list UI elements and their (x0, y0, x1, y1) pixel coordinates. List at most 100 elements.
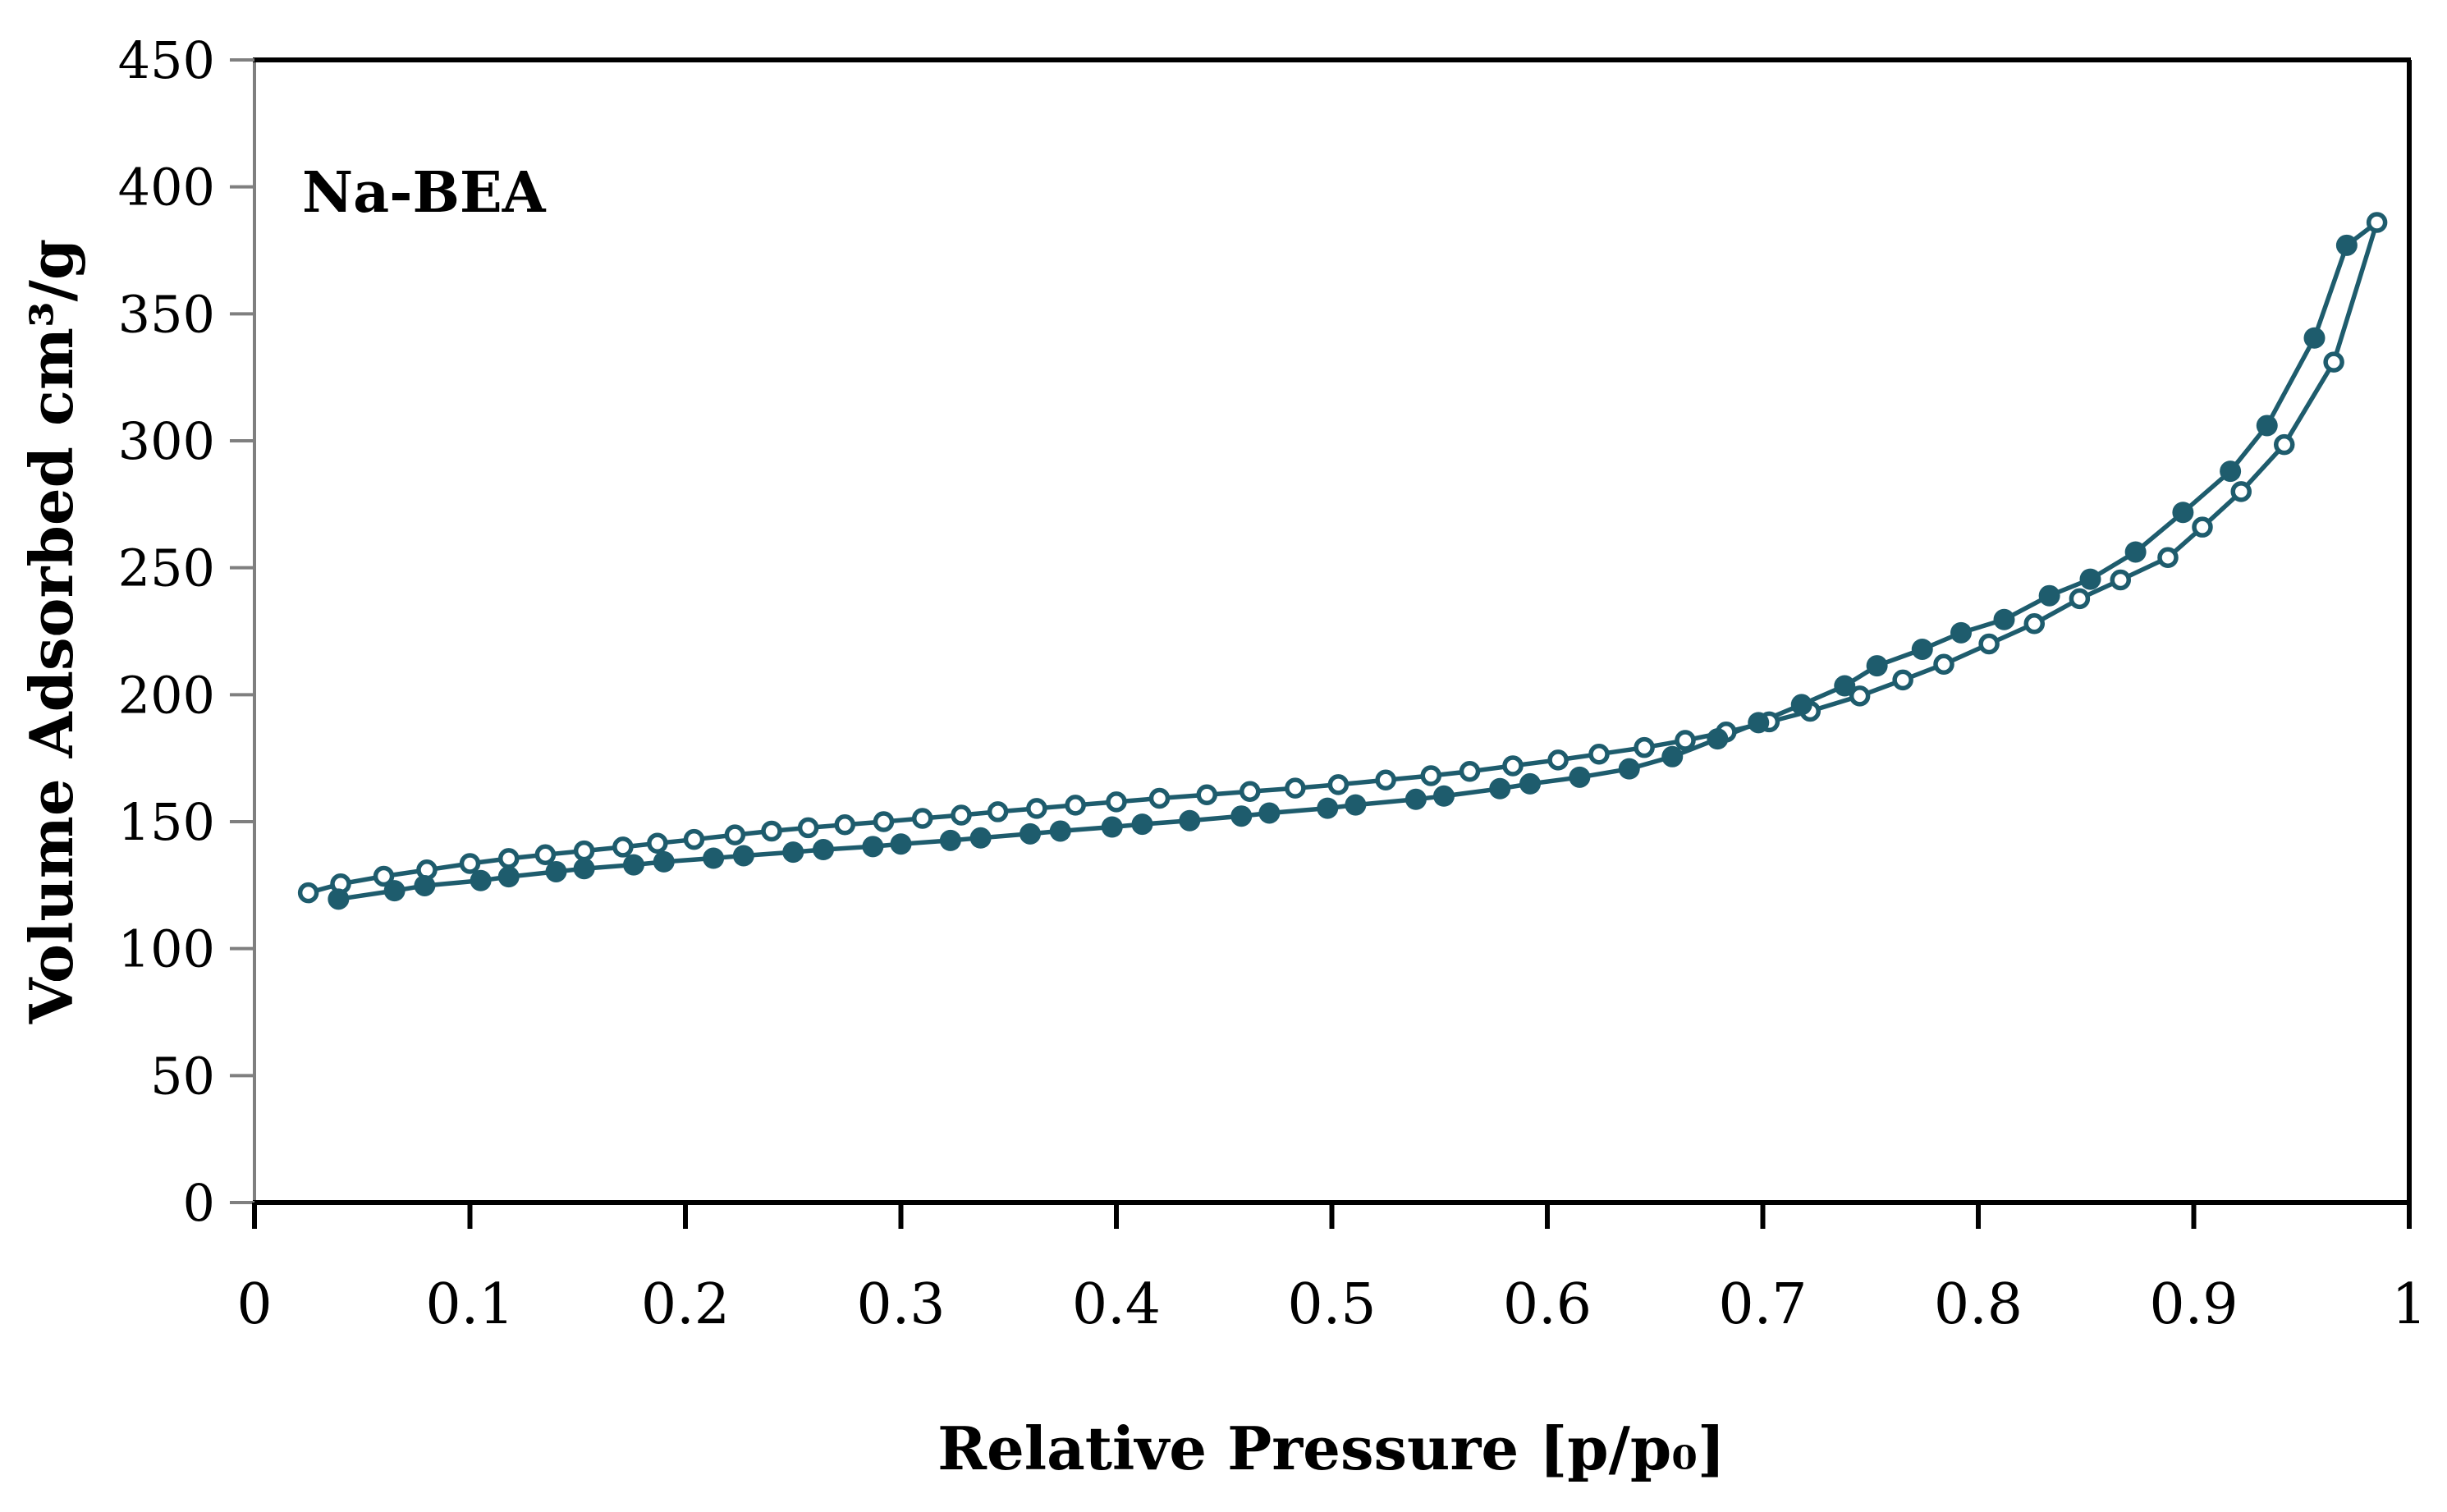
adsorption-marker (1026, 798, 1047, 819)
adsorption-marker (2023, 612, 2045, 635)
adsorption-marker (987, 801, 1009, 822)
x-tick-label: 0.8 (1934, 1272, 2023, 1337)
desorption-marker (813, 839, 834, 861)
adsorption-marker (2323, 351, 2344, 373)
adsorption-marker (2110, 569, 2131, 591)
adsorption-marker (1196, 784, 1217, 805)
y-tick-label: 250 (118, 538, 215, 598)
adsorption-marker (1547, 749, 1569, 771)
axis-tick-labels: 0 50 100 150 200 250 300 350 400 450 0 0.1 0.2 0.3 0.4… (118, 30, 2427, 1337)
adsorption-marker (1065, 795, 1086, 816)
adsorption-marker (1588, 743, 1610, 765)
y-tick-label: 50 (150, 1046, 215, 1106)
x-tick-label: 0.4 (1072, 1272, 1161, 1337)
plot-frame (253, 57, 2412, 1205)
adsorption-marker (459, 853, 481, 874)
adsorption-marker (1375, 769, 1396, 791)
desorption-marker (653, 850, 675, 873)
desorption-marker (1345, 794, 1367, 816)
x-tick-label: 0.7 (1718, 1272, 1807, 1337)
data-series (297, 212, 2388, 910)
adsorption-marker (647, 832, 668, 855)
y-tick-label: 350 (118, 284, 215, 344)
adsorption-marker (373, 865, 395, 887)
adsorption-marker (1327, 774, 1350, 795)
desorption-marker (703, 847, 725, 869)
adsorption-marker (912, 808, 933, 829)
desorption-marker (2303, 327, 2326, 349)
adsorption-marker (2274, 433, 2295, 456)
x-tick-label: 0.3 (856, 1272, 945, 1337)
adsorption-marker (1634, 736, 1655, 758)
adsorption-marker (1240, 781, 1261, 802)
desorption-marker (497, 866, 520, 888)
y-tick-label: 300 (118, 411, 215, 471)
desorption-marker (1790, 694, 1812, 716)
y-tick-label: 400 (118, 158, 215, 218)
x-tick-label: 0.1 (425, 1272, 514, 1337)
x-tick-label: 0.6 (1503, 1272, 1592, 1337)
adsorption-marker (2366, 212, 2388, 233)
adsorption-marker (1459, 761, 1481, 782)
desorption-marker (1405, 788, 1427, 810)
desorption-marker (1020, 822, 1041, 845)
desorption-marker (1834, 675, 1856, 697)
adsorption-marker (683, 828, 705, 850)
desorption-marker (2335, 234, 2358, 256)
adsorption-marker (534, 844, 557, 865)
adsorption-marker (2069, 588, 2091, 610)
adsorption-marker (1148, 787, 1171, 809)
x-tick-label: 0.5 (1287, 1272, 1376, 1337)
adsorption-marker (951, 804, 972, 826)
desorption-marker (1661, 745, 1684, 767)
desorption-marker (1911, 638, 1933, 660)
adsorption-marker (873, 811, 895, 832)
adsorption-marker (834, 813, 855, 836)
desorption-marker (1101, 816, 1123, 838)
desorption-marker (1131, 813, 1153, 836)
x-tick-label: 0.9 (2149, 1272, 2238, 1337)
desorption-marker (1950, 621, 1972, 644)
desorption-marker (969, 827, 992, 849)
adsorption-marker (2230, 481, 2252, 502)
adsorption-marker (1978, 633, 2000, 655)
adsorption-marker (1849, 685, 1871, 707)
y-tick-label: 200 (118, 665, 215, 725)
adsorption-marker (1420, 765, 1441, 786)
x-axis-title: Relative Pressure [p/p₀] (937, 1413, 1725, 1483)
desorption-marker (573, 858, 595, 880)
desorption-marker (1489, 777, 1511, 800)
desorption-marker (2038, 584, 2060, 607)
desorption-marker (939, 829, 961, 851)
desorption-marker (2124, 541, 2147, 563)
desorption-marker (890, 833, 912, 855)
y-tick-label: 0 (183, 1173, 215, 1233)
desorption-marker (1866, 655, 1888, 677)
desorption-marker (2256, 415, 2278, 437)
desorption-marker (1230, 805, 1253, 827)
desorption-marker (623, 854, 644, 876)
desorption-marker (383, 880, 406, 902)
x-tick-label: 0.2 (641, 1272, 730, 1337)
desorption-marker (470, 869, 492, 891)
desorption-marker (1707, 728, 1729, 750)
desorption-marker (328, 888, 350, 910)
y-axis-title: Volume Adsorbed cm³/g (16, 239, 86, 1025)
desorption-marker (732, 845, 754, 867)
desorption-marker (1569, 766, 1591, 788)
desorption-marker (2172, 502, 2194, 524)
desorption-marker (545, 860, 567, 882)
desorption-marker (1317, 797, 1339, 819)
adsorption-marker (797, 817, 819, 839)
desorption-marker (1179, 809, 1201, 832)
adsorption-marker (2157, 547, 2179, 569)
y-tick-label: 150 (118, 792, 215, 852)
adsorption-marker (1502, 755, 1524, 777)
desorption-marker (2220, 460, 2242, 483)
desorption-marker (862, 836, 884, 858)
desorption-marker (1519, 772, 1541, 795)
desorption-marker (1258, 802, 1281, 824)
desorption-marker (1748, 712, 1770, 734)
